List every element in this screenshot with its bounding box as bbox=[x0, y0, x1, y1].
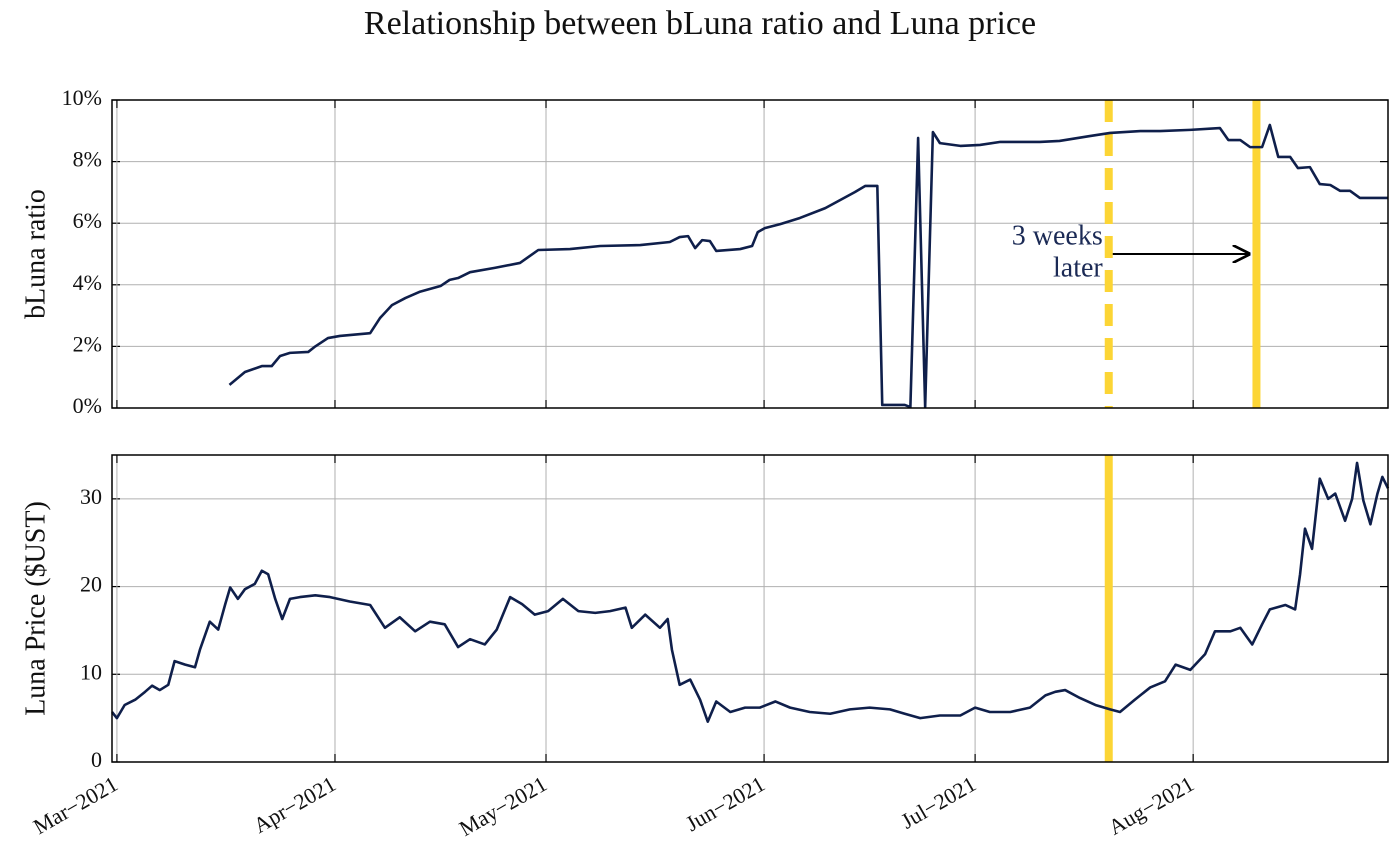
y-tick-label: 6% bbox=[73, 208, 102, 233]
y-tick-label: 20 bbox=[80, 572, 102, 597]
y-tick-label: 30 bbox=[80, 484, 102, 509]
y-tick-label: 4% bbox=[73, 270, 102, 295]
figure-title: Relationship between bLuna ratio and Lun… bbox=[364, 5, 1036, 42]
x-tick-label: Mar−2021 bbox=[29, 771, 122, 839]
y-tick-label: 2% bbox=[73, 331, 102, 356]
annotation-text: 3 weeks bbox=[1012, 220, 1103, 251]
x-tick-label: Jul−2021 bbox=[897, 771, 981, 834]
data-line bbox=[228, 123, 1388, 409]
y-tick-label: 0% bbox=[73, 393, 102, 418]
x-tick-label: Apr−2021 bbox=[249, 771, 340, 838]
x-tick-label: Aug−2021 bbox=[1104, 771, 1198, 840]
y-axis-label: bLuna ratio bbox=[20, 189, 51, 319]
x-tick-label: Jun−2021 bbox=[681, 771, 769, 836]
y-tick-label: 10% bbox=[62, 85, 102, 110]
annotation-text: later bbox=[1053, 252, 1103, 283]
plot-frame bbox=[111, 454, 1389, 763]
data-line bbox=[110, 461, 1390, 723]
y-tick-label: 8% bbox=[73, 147, 102, 172]
plot-frame bbox=[111, 99, 1389, 409]
y-axis-label: Luna Price ($UST) bbox=[20, 501, 51, 716]
y-tick-label: 10 bbox=[80, 659, 102, 684]
y-tick-label: 0 bbox=[91, 747, 102, 772]
x-tick-label: May−2021 bbox=[455, 771, 551, 841]
